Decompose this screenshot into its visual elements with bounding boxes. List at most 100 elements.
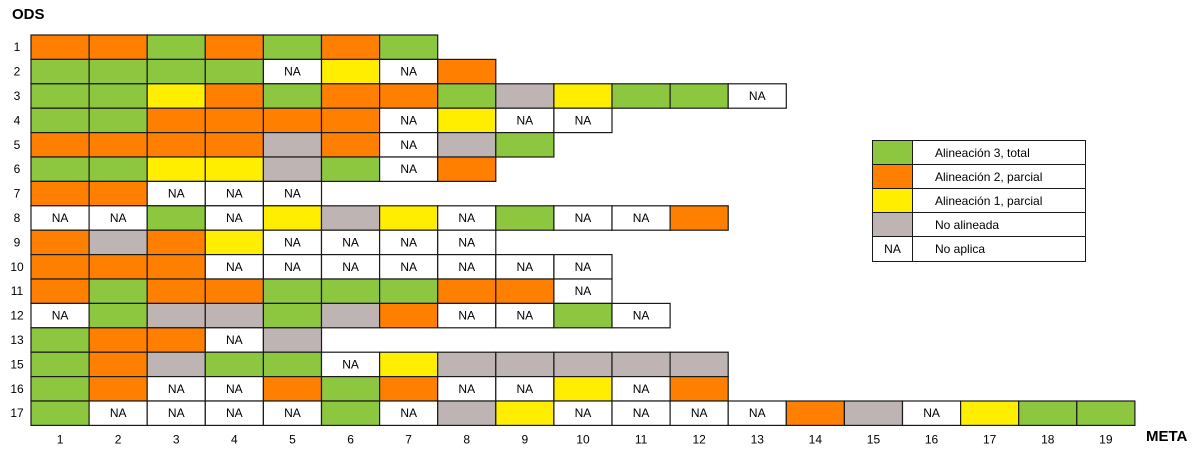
matrix-cell	[437, 278, 497, 304]
na-cell-label: NA	[458, 309, 475, 323]
column-label: 15	[867, 432, 881, 446]
matrix-cell	[146, 351, 206, 378]
matrix-cell	[669, 205, 729, 231]
matrix-cell	[727, 400, 787, 426]
matrix-cell	[262, 34, 323, 60]
legend-item: Alineación 3, total	[873, 141, 1085, 165]
matrix-cell	[495, 278, 555, 304]
matrix-cell	[320, 376, 381, 402]
matrix-cell	[437, 132, 497, 158]
matrix-cell	[88, 376, 148, 402]
legend-label: Alineación 2, parcial	[935, 169, 1043, 184]
matrix-cell	[30, 327, 90, 353]
na-cell-label: NA	[923, 406, 940, 420]
matrix-cell	[88, 351, 148, 378]
matrix-cell	[611, 83, 671, 109]
na-cell-label: NA	[110, 406, 127, 420]
matrix-cell	[88, 156, 148, 182]
matrix-cell	[843, 400, 904, 426]
matrix-cell	[437, 58, 497, 85]
matrix-cell	[320, 351, 381, 378]
na-cell-label: NA	[633, 309, 650, 323]
matrix-cell	[553, 107, 613, 134]
matrix-cell	[204, 107, 265, 134]
matrix-cell	[146, 229, 206, 256]
matrix-cell	[88, 229, 148, 256]
na-cell-label: NA	[400, 260, 417, 274]
matrix-cell	[553, 376, 613, 402]
matrix-cell	[204, 376, 265, 402]
matrix-cell	[204, 278, 265, 304]
na-cell-label: NA	[691, 406, 708, 420]
column-label: 7	[405, 432, 412, 446]
na-cell-label: NA	[284, 65, 301, 79]
matrix-cell	[379, 302, 439, 329]
column-label: 12	[692, 432, 706, 446]
matrix-cell	[204, 400, 265, 426]
matrix-cell	[320, 278, 381, 304]
matrix-cell	[320, 107, 381, 134]
na-cell-label: NA	[749, 406, 766, 420]
matrix-cell	[204, 132, 265, 158]
column-label: 8	[463, 432, 470, 446]
matrix-cell	[88, 327, 148, 353]
legend-swatch	[873, 189, 913, 212]
matrix-cell	[146, 58, 206, 85]
matrix-cell	[611, 376, 671, 402]
na-cell-label: NA	[400, 138, 417, 152]
na-cell-label: NA	[575, 284, 592, 298]
row-label: 8	[14, 211, 21, 225]
legend-swatch	[873, 213, 913, 236]
matrix-cell	[379, 107, 439, 134]
matrix-cell	[320, 302, 381, 329]
matrix-cell	[785, 400, 845, 426]
matrix-cell	[262, 107, 323, 134]
matrix-cell	[669, 400, 729, 426]
matrix-cell	[262, 229, 323, 256]
matrix-cell	[204, 83, 265, 109]
na-cell-label: NA	[110, 211, 127, 225]
matrix-cell	[146, 205, 206, 231]
matrix-cell	[262, 327, 323, 353]
matrix-cell	[262, 83, 323, 109]
na-cell-label: NA	[633, 382, 650, 396]
matrix-cell	[146, 278, 206, 304]
matrix-cell	[204, 34, 265, 60]
legend-swatch	[873, 141, 913, 164]
matrix-cell	[204, 302, 265, 329]
column-label: 17	[983, 432, 997, 446]
na-cell-label: NA	[168, 382, 185, 396]
matrix-cell	[88, 302, 148, 329]
matrix-cell	[88, 132, 148, 158]
na-cell-label: NA	[575, 211, 592, 225]
matrix-cell	[379, 83, 439, 109]
matrix-cell	[437, 156, 497, 182]
matrix-cell	[320, 156, 381, 182]
column-label: 4	[231, 432, 238, 446]
matrix-cell	[320, 254, 381, 280]
matrix-cell	[437, 83, 497, 109]
matrix-cell	[262, 254, 323, 280]
matrix-cell	[901, 400, 962, 426]
matrix-cell	[146, 132, 206, 158]
na-cell-label: NA	[458, 211, 475, 225]
matrix-cell	[611, 302, 671, 329]
na-cell-label: NA	[517, 382, 534, 396]
matrix-cell	[553, 302, 613, 329]
row-label: 10	[10, 260, 24, 274]
column-label: 5	[289, 432, 296, 446]
na-cell-label: NA	[517, 113, 534, 127]
row-label: 11	[11, 284, 24, 298]
na-cell-label: NA	[168, 406, 185, 420]
legend-label: Alineación 1, parcial	[935, 193, 1043, 208]
matrix-cell	[437, 400, 497, 426]
matrix-cell	[262, 156, 323, 182]
matrix-cell	[146, 107, 206, 134]
matrix-cell	[379, 278, 439, 304]
matrix-cell	[88, 278, 148, 304]
matrix-cell	[30, 351, 90, 378]
matrix-cell	[437, 229, 497, 256]
matrix-cell	[437, 302, 497, 329]
row-label: 7	[14, 187, 21, 201]
